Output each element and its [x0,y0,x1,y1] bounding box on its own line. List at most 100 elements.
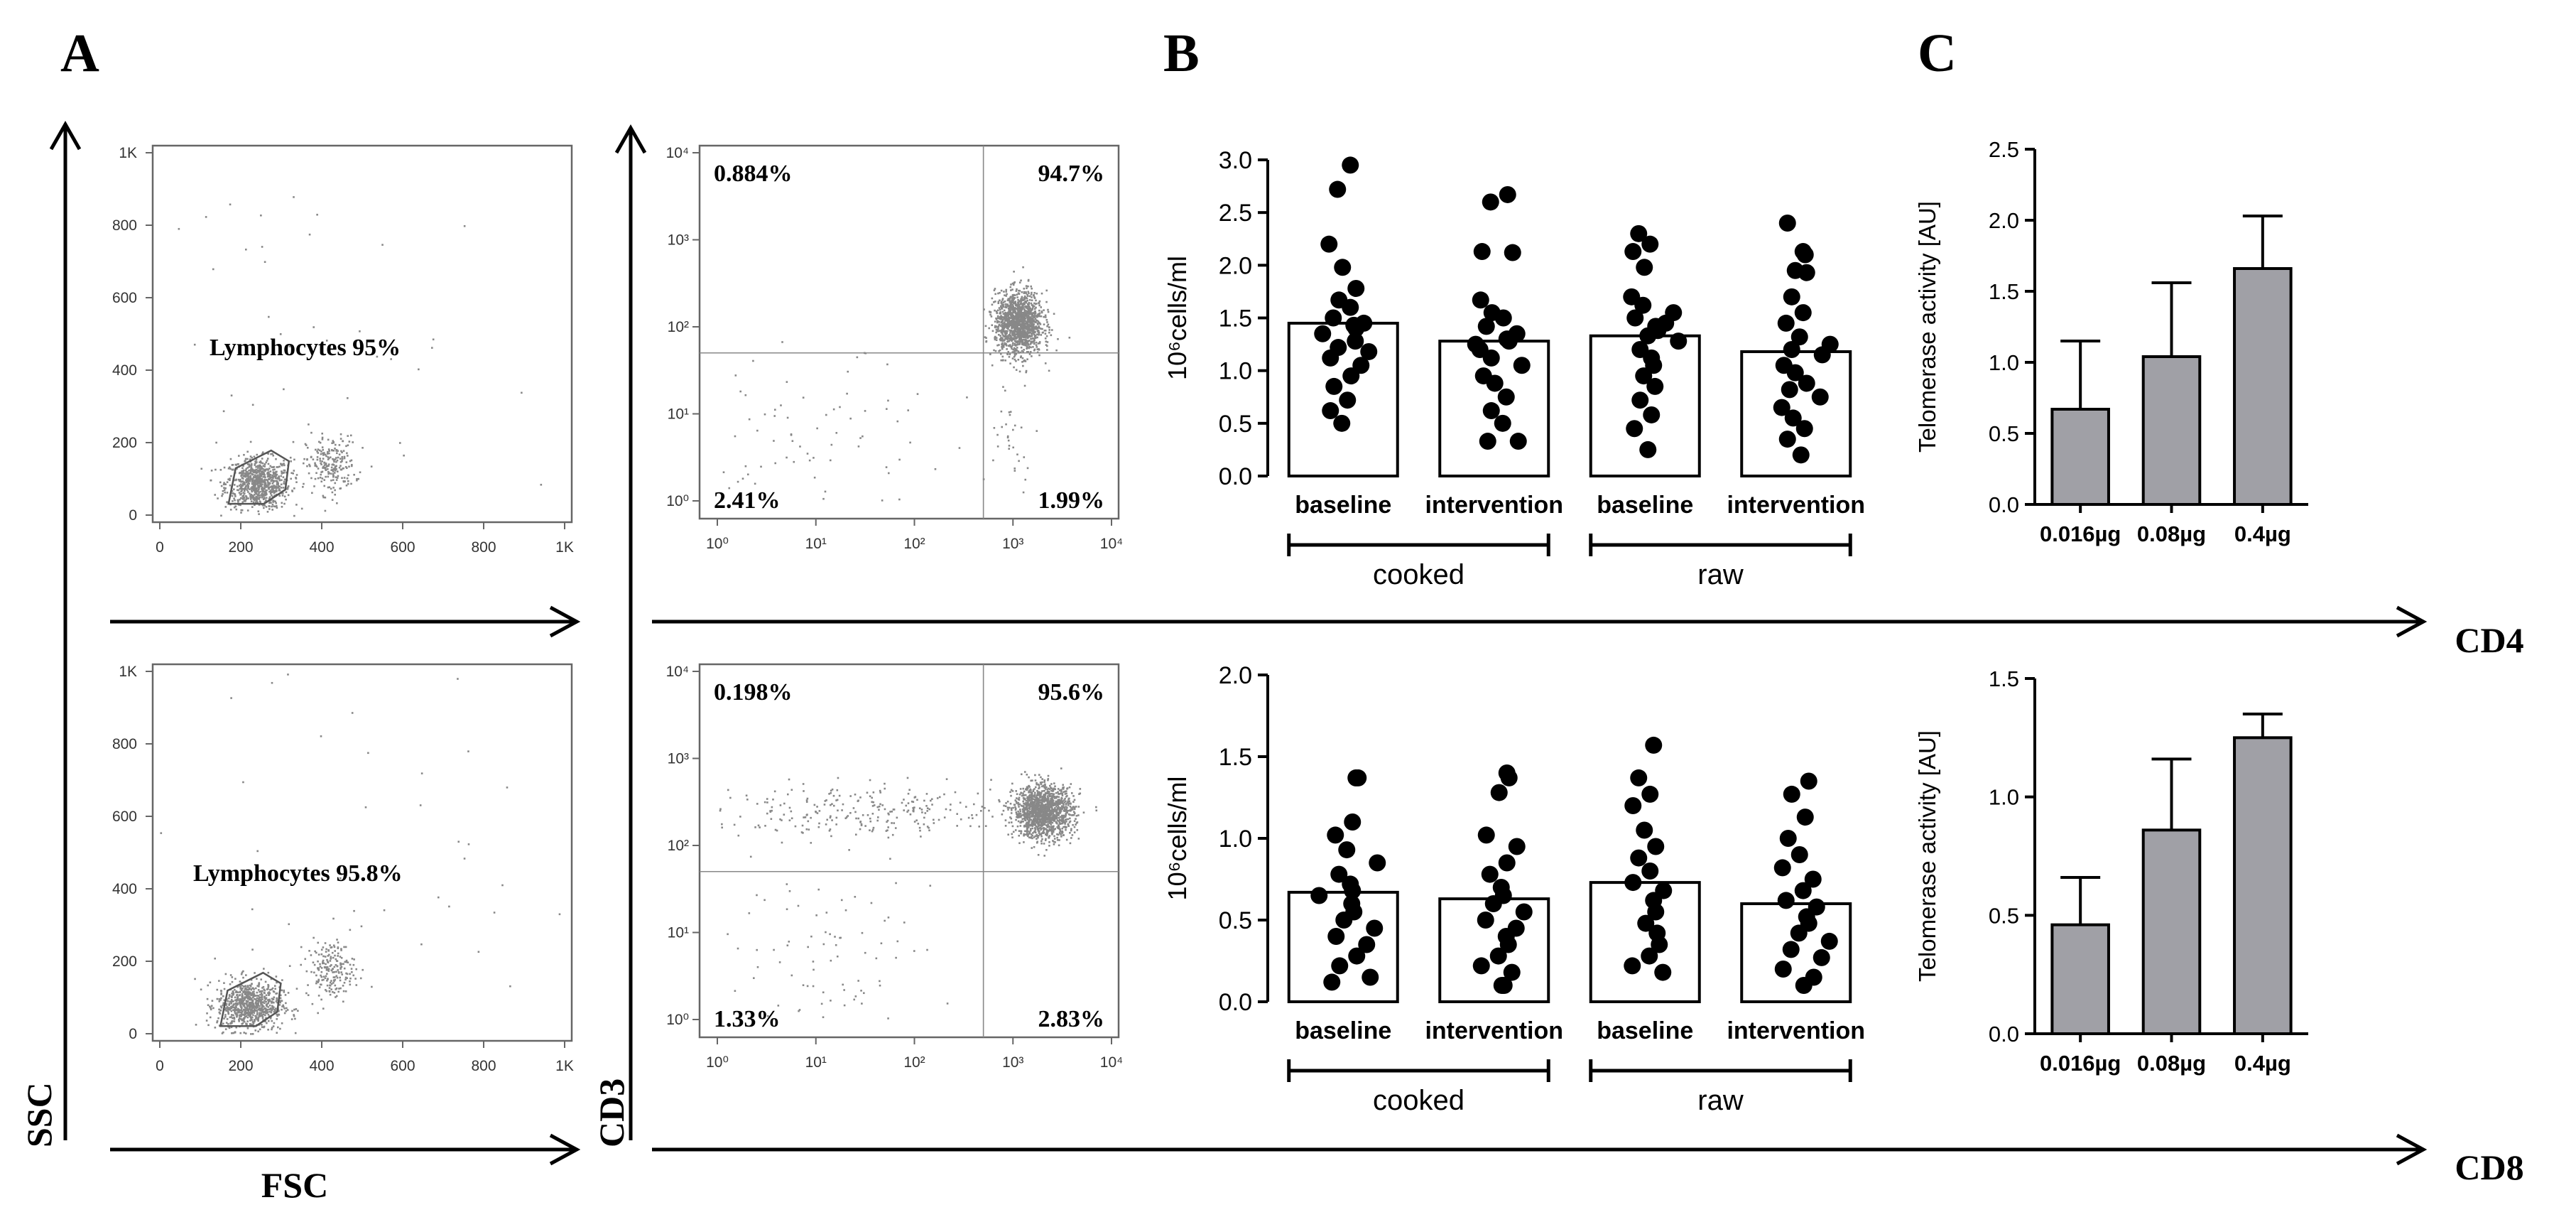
event-dot [254,972,256,974]
event-dot [756,429,759,432]
event-dot [1001,302,1003,305]
event-dot [244,990,246,993]
event-dot [1026,303,1029,306]
event-dot [244,1010,246,1012]
event-dot [1058,839,1060,841]
event-dot [1027,351,1030,353]
event-dot [293,1015,295,1017]
event-dot [1006,293,1008,296]
event-dot [1028,347,1030,350]
event-dot [245,481,247,484]
event-dot [998,324,1000,327]
event-dot [247,497,249,499]
event-dot [328,450,331,452]
event-dot [999,318,1002,320]
event-dot [1028,794,1031,796]
event-dot [332,440,335,442]
event-dot [1064,807,1066,810]
event-dot [257,490,259,493]
event-dot [1011,288,1013,291]
event-dot [1050,801,1053,804]
event-dot [231,1020,233,1023]
event-dot [230,697,232,699]
event-dot [223,988,226,990]
event-dot [323,462,325,464]
event-dot [233,497,235,500]
event-dot [227,478,229,481]
event-dot [261,467,263,470]
event-dot [1019,810,1022,813]
event-dot [1049,829,1052,831]
event-dot [1021,306,1023,308]
event-dot [263,479,266,482]
event-dot [1095,806,1097,809]
event-dot [506,786,509,789]
event-dot [315,465,318,467]
event-dot [1010,812,1013,814]
event-dot [1015,352,1018,355]
event-dot [1028,823,1030,826]
event-dot [1028,318,1031,321]
event-dot [1028,790,1031,792]
event-dot [332,449,335,452]
event-dot [260,466,263,468]
event-dot [1020,804,1023,807]
event-dot [335,450,337,452]
event-dot [1060,836,1063,838]
event-dot [227,1023,229,1025]
event-dot [1028,301,1031,304]
event-dot [862,435,864,438]
event-dot [1046,792,1048,795]
event-dot [334,493,337,496]
event-dot [1075,806,1077,808]
event-dot [1036,793,1039,796]
event-dot [249,1020,251,1022]
event-dot [273,505,275,507]
event-dot [1006,348,1008,350]
event-dot [330,479,332,482]
event-dot [1025,310,1027,312]
event-dot [264,482,267,485]
event-dot [1009,305,1011,307]
event-dot [246,472,248,475]
event-dot [253,995,256,997]
event-dot [1015,801,1018,803]
event-dot [257,1030,259,1033]
event-dot [262,498,265,500]
event-dot [261,1008,263,1011]
event-dot [997,302,1000,305]
event-dot [1028,831,1031,833]
event-dot [272,488,274,490]
event-dot [1046,349,1048,351]
event-dot [1029,316,1031,318]
event-dot [251,495,254,498]
event-dot [1050,797,1052,800]
event-dot [1048,845,1050,847]
event-dot [1023,315,1026,318]
event-dot [254,504,256,507]
event-dot [256,502,259,504]
y-tick-label: 10² [668,319,689,335]
event-dot [263,1005,265,1008]
event-dot [991,330,994,332]
event-dot [249,469,252,471]
event-dot [280,463,282,465]
event-dot [272,501,274,503]
event-dot [1067,818,1070,821]
event-dot [994,335,996,338]
event-dot [270,978,273,980]
event-dot [1057,804,1059,807]
event-dot [1066,787,1069,789]
event-dot [1044,794,1046,797]
event-dot [337,946,339,948]
event-dot [253,1008,256,1010]
event-dot [1047,787,1050,790]
event-dot [224,487,227,490]
event-dot [763,413,766,416]
event-dot [1006,436,1009,439]
event-dot [261,462,264,465]
event-dot [1050,811,1053,813]
event-dot [262,480,265,482]
event-dot [1028,327,1031,329]
event-dot [1018,815,1021,817]
